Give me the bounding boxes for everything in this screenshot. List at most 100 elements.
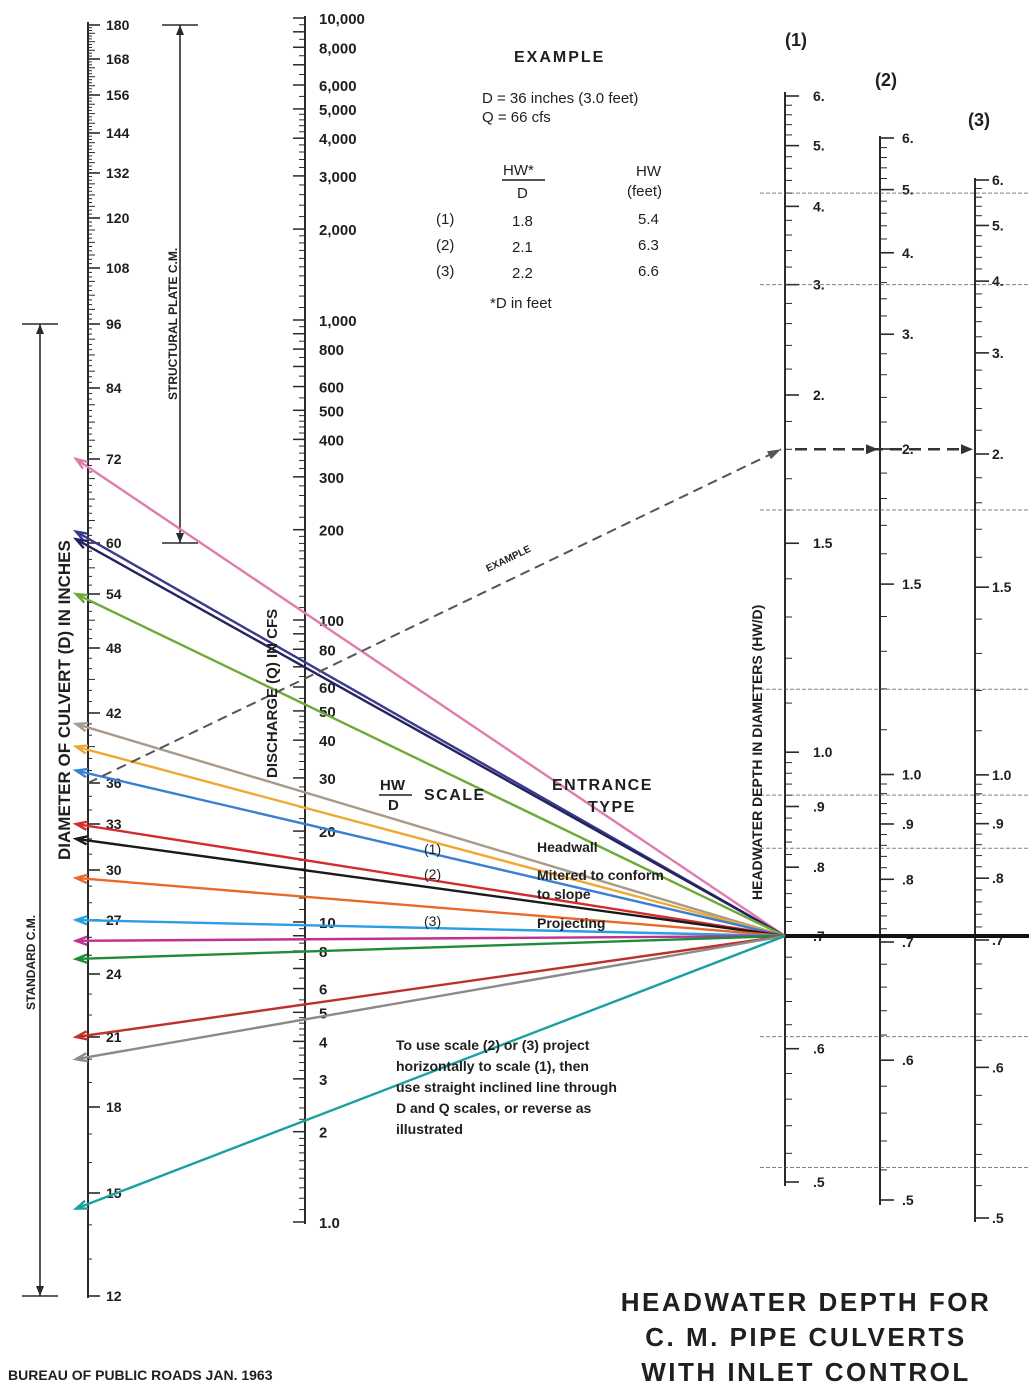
entrance-col1-num: HW [380,777,406,794]
example-block: EXAMPLE D = 36 inches (3.0 feet) Q = 66 … [436,49,662,312]
diameter-tick-label: 96 [106,316,122,332]
discharge-tick-label: 200 [319,523,344,540]
diameter-tick-label: 48 [106,640,122,656]
discharge-tick-label: 60 [319,680,336,697]
overlay-series-line [75,934,786,1039]
discharge-tick-label: 4 [319,1034,328,1051]
hwd-tick-label: 5. [813,138,825,154]
hwd-tick-label: 6. [813,88,825,104]
overlay-series-line [75,822,786,938]
diameter-tick-label: 156 [106,87,130,103]
hwd-tick-label: .9 [902,816,914,832]
diameter-tick-label: 30 [106,862,122,878]
title-line-3: WITH INLET CONTROL [641,1357,971,1386]
scale-2-name: (2) [875,70,897,90]
standard-cm-label: STANDARD C.M. [24,915,38,1010]
discharge-tick-label: 1,000 [319,313,357,330]
diameter-tick-label: 168 [106,51,130,67]
diameter-axis: 1801681561441321201089684726054484236333… [22,17,198,1304]
example-col-hwd-den: D [517,185,528,202]
overlay-series-line [75,745,786,938]
hwd-scale-2-axis: 6. 5. 4. 3. 2. 1.5 1.0 .9 .8 .7 .6 .5 [879,130,922,1208]
diameter-tick-label: 120 [106,210,130,226]
entrance-row-3-type: Projecting [537,915,605,931]
example-row-2-hw: 6.3 [638,237,659,254]
diameter-tick-label: 33 [106,816,122,832]
hwd-tick-label: 1.0 [992,767,1012,783]
diameter-tick-label: 180 [106,17,130,33]
hwd-tick-label: 1.5 [902,576,922,592]
hwd-tick-label: .5 [992,1210,1004,1226]
hwd-scale-1-axis: 6.5.4.3.2.1.51.0.9.8.7.6.5 [784,88,833,1190]
hwd-tick-label: .8 [992,870,1004,886]
overlay-series-line [75,592,786,938]
horizontal-guides [760,192,1029,1169]
overlay-arrowhead [72,592,89,604]
structural-plate-bracket-arrow [176,25,184,35]
example-col-hw-unit: (feet) [627,183,662,200]
hwd-tick-label: .9 [992,816,1004,832]
overlay-arrowhead [72,1030,88,1041]
overlay-series-line [75,934,786,1061]
example-line-1: D = 36 inches (3.0 feet) [482,90,638,107]
discharge-tick-label: 2,000 [319,222,357,239]
overlay-series-line [75,538,786,938]
example-row-3-scale: (3) [436,263,454,280]
structural-plate-bracket-arrow [176,533,184,543]
diameter-tick-label: 54 [106,586,122,602]
discharge-tick-label: 30 [319,771,336,788]
overlay-series-line [75,934,786,1210]
hwd-tick-label: 5. [992,217,1004,233]
example-row-2-scale: (2) [436,237,454,254]
hwd-tick-label: 2. [992,446,1004,462]
hwd-tick-label: 4. [813,198,825,214]
hwd-axis-label: HEADWATER DEPTH IN DIAMETERS (HW/D) [749,605,765,900]
discharge-tick-label: 40 [319,733,336,750]
source-note: BUREAU OF PUBLIC ROADS JAN. 1963 [8,1367,273,1383]
diameter-tick-label: 42 [106,705,122,721]
entrance-row-3-scale: (3) [424,913,441,929]
example-line-label: EXAMPLE [485,544,534,575]
instruction-line-4: D and Q scales, or reverse as [396,1100,592,1116]
overlay-arrowhead [72,873,88,885]
overlay-series-line [75,458,786,937]
discharge-tick-label: 5 [319,1005,327,1022]
overlay-series-line [75,837,786,938]
overlay-arrowhead [73,457,88,470]
discharge-tick-label: 6,000 [319,78,357,95]
overlay-arrowhead [72,1052,89,1063]
example-arrowhead [961,444,973,455]
standard-cm-bracket-arrow [36,324,44,334]
discharge-tick-label: 100 [319,613,344,630]
entrance-col2-line2: TYPE [588,799,636,816]
hwd-tick-label: 2. [902,441,914,457]
overlay-arrowhead [72,935,88,947]
discharge-tick-label: 800 [319,342,344,359]
diameter-tick-label: 12 [106,1288,122,1304]
standard-cm-bracket-arrow [36,1286,44,1296]
hwd-tick-label: .7 [992,932,1004,948]
overlay-arrowhead [72,835,88,846]
hwd-tick-label: 1.0 [902,767,922,783]
diameter-axis-label: DIAMETER OF CULVERT (D) IN INCHES [55,540,74,860]
hwd-tick-label: .8 [813,859,825,875]
discharge-tick-label: 8 [319,944,327,961]
entrance-col1-word: SCALE [424,787,486,804]
overlay-series-line [75,934,786,961]
overlay-arrowhead [72,767,89,779]
hwd-tick-label: .6 [813,1041,825,1057]
overlay-arrowhead [72,1199,89,1210]
diameter-tick-label: 18 [106,1099,122,1115]
entrance-type-table: HW D SCALE ENTRANCE TYPE (1) Headwall (2… [379,777,664,931]
overlay-series-line [75,918,786,938]
discharge-tick-label: 8,000 [319,40,357,57]
discharge-tick-label: 400 [319,432,344,449]
hwd-tick-label: .8 [902,871,914,887]
hwd-tick-label: 1.5 [813,535,833,551]
overlay-arrowhead [72,722,89,733]
hwd-scale-3-axis: 6. 5. 4. 3. 2. 1.5 1.0 .9 .8 .7 .6 .5 [974,172,1012,1226]
example-row-1-hw: 5.4 [638,211,659,228]
example-col-hw: HW [636,163,662,180]
discharge-tick-label: 3 [319,1072,327,1089]
discharge-axis: 10,000 8,000 6,000 5,000 4,000 3,000 2,000 1,00… [293,11,365,1232]
